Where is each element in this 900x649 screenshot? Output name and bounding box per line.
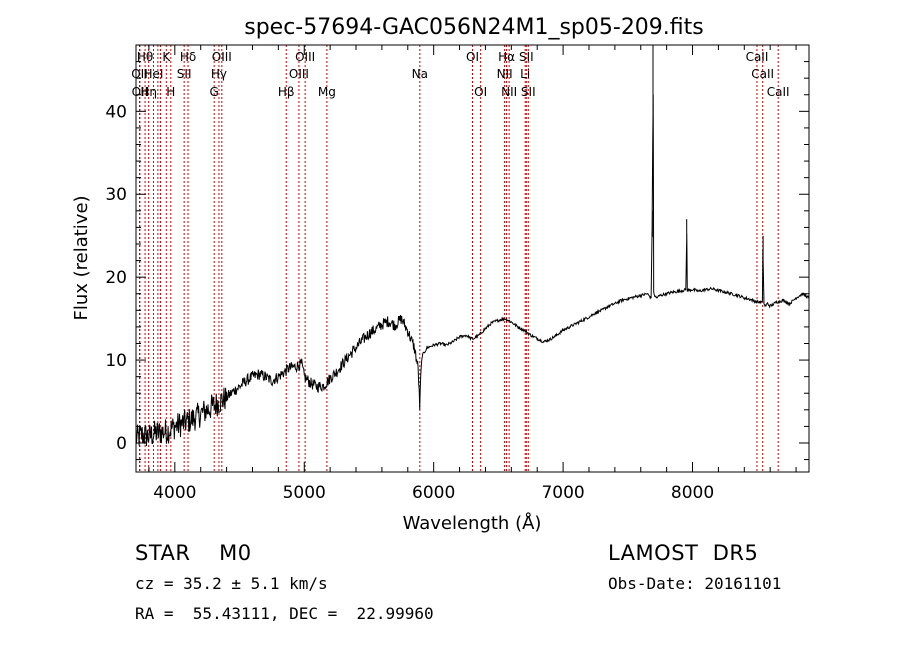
line-label: NII bbox=[501, 85, 517, 99]
y-tick-label: 30 bbox=[105, 185, 127, 205]
sky-coordinates: RA = 55.43111, DEC = 22.99960 bbox=[135, 604, 434, 623]
line-label: H bbox=[166, 85, 175, 99]
object-class: STAR M0 bbox=[135, 541, 252, 565]
line-label: OI bbox=[466, 50, 479, 64]
line-label: CaII bbox=[746, 50, 769, 64]
y-tick-label: 20 bbox=[105, 268, 127, 288]
line-label: Hγ bbox=[211, 67, 227, 81]
y-axis-label: Flux (relative) bbox=[71, 195, 92, 320]
y-tick-label: 40 bbox=[105, 102, 127, 122]
line-label: Hθ bbox=[137, 50, 153, 64]
line-label: OI bbox=[474, 85, 487, 99]
y-axis: 0 10 20 30 40 bbox=[105, 61, 809, 461]
plot-frame bbox=[135, 44, 810, 473]
x-tick-label: 5000 bbox=[283, 483, 326, 503]
redshift-velocity: cz = 35.2 ± 5.1 km/s bbox=[135, 574, 328, 593]
x-tick-label: 6000 bbox=[412, 483, 455, 503]
x-axis-label: Wavelength (Å) bbox=[403, 512, 542, 534]
line-label: CaII bbox=[751, 67, 774, 81]
x-axis: 4000 5000 6000 7000 8000 bbox=[148, 45, 797, 503]
line-label: OIII bbox=[295, 50, 315, 64]
x-tick-label: 7000 bbox=[541, 483, 584, 503]
line-label: Li bbox=[520, 67, 530, 81]
line-label: Mg bbox=[318, 85, 336, 99]
line-label: Na bbox=[412, 67, 428, 81]
line-label: Hδ bbox=[180, 50, 196, 64]
spectrum-line bbox=[135, 45, 810, 447]
line-label: OIII bbox=[212, 50, 232, 64]
line-label: Hα bbox=[498, 50, 515, 64]
y-tick-label: 10 bbox=[105, 351, 127, 371]
chart-title: spec-57694-GAC056N24M1_sp05-209.fits bbox=[244, 15, 704, 40]
y-tick-label: 0 bbox=[116, 434, 127, 454]
line-label: K bbox=[162, 50, 171, 64]
line-label: SII bbox=[521, 85, 536, 99]
observation-date: Obs-Date: 20161101 bbox=[608, 574, 782, 593]
survey-name: LAMOST DR5 bbox=[608, 541, 759, 565]
line-label: SII bbox=[177, 67, 192, 81]
line-label: NII bbox=[497, 67, 513, 81]
line-label: Hβ bbox=[278, 85, 295, 99]
line-label: SII bbox=[519, 50, 534, 64]
x-tick-label: 4000 bbox=[153, 483, 196, 503]
x-tick-label: 8000 bbox=[671, 483, 714, 503]
line-label: HeI bbox=[143, 67, 163, 81]
emission-line-labels: OIIOIIHθHηHeIKHSIIHδGHγOIIIHβOIIIOIIIMgN… bbox=[131, 50, 789, 99]
line-label: OIII bbox=[289, 67, 309, 81]
line-label: CaII bbox=[767, 85, 790, 99]
line-label: G bbox=[210, 85, 219, 99]
emission-line-markers bbox=[138, 45, 779, 472]
line-label: OII bbox=[131, 67, 148, 81]
line-label: Hη bbox=[140, 85, 157, 99]
